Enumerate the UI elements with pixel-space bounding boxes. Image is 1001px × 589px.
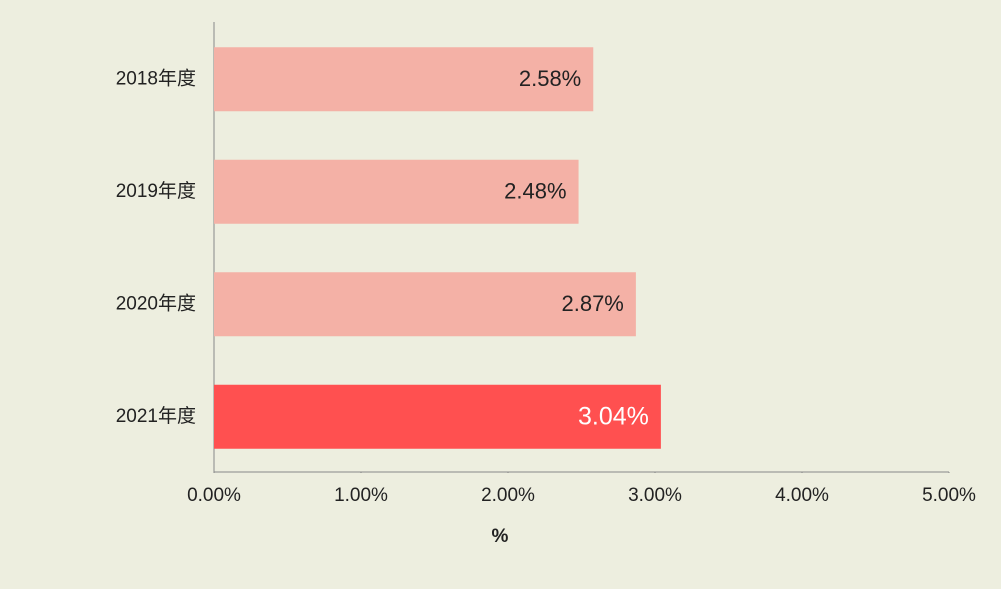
x-tick-label: 1.00% xyxy=(334,485,388,506)
x-axis-title: % xyxy=(492,526,509,547)
x-tick-label: 2.00% xyxy=(481,485,535,506)
y-tick-label: 2018年度 xyxy=(116,67,196,89)
bar xyxy=(214,384,661,449)
x-tick-label: 0.00% xyxy=(187,485,241,506)
bar xyxy=(214,47,594,112)
value-label: 2.48% xyxy=(504,179,566,204)
bar xyxy=(214,272,636,337)
y-tick-label: 2021年度 xyxy=(116,405,196,427)
value-label: 2.87% xyxy=(561,291,623,316)
bar xyxy=(214,159,579,224)
y-tick-label: 2019年度 xyxy=(116,180,196,202)
x-tick-label: 4.00% xyxy=(775,485,829,506)
y-tick-label: 2020年度 xyxy=(116,292,196,314)
x-tick-label: 3.00% xyxy=(628,485,682,506)
value-label: 2.58% xyxy=(519,66,581,91)
x-tick-label: 5.00% xyxy=(922,485,976,506)
value-label: 3.04% xyxy=(578,402,649,430)
